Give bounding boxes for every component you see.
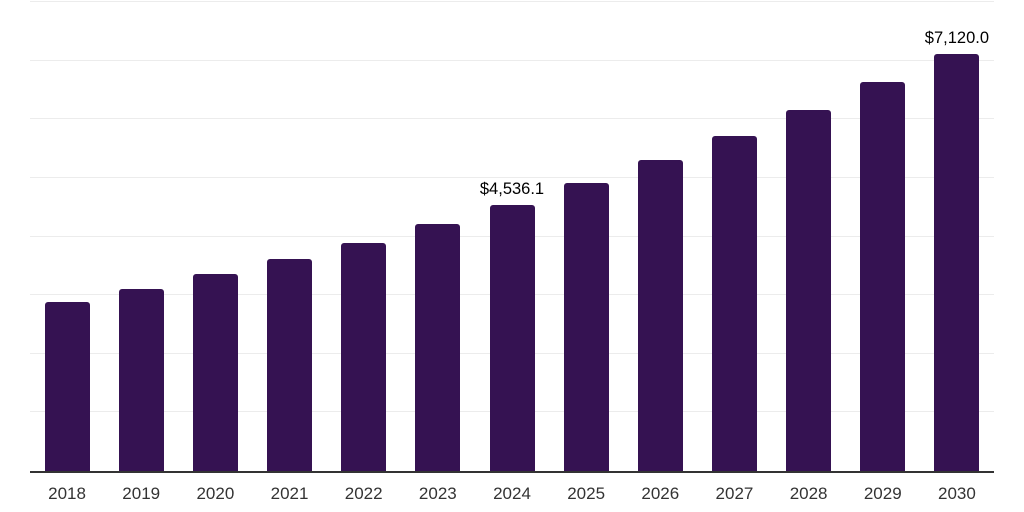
x-axis-label-2028: 2028 bbox=[789, 484, 828, 503]
x-axis-label-2029: 2029 bbox=[863, 484, 902, 503]
bar-2018[interactable] bbox=[44, 302, 90, 471]
x-axis-label-2021: 2021 bbox=[270, 484, 309, 503]
bar-2025[interactable] bbox=[563, 182, 609, 471]
bar-2030[interactable] bbox=[934, 53, 980, 471]
x-axis-label-2018: 2018 bbox=[48, 484, 86, 503]
bar-2022[interactable] bbox=[341, 242, 387, 471]
plot-area: $4,536.1 $7,120.0 bbox=[30, 1, 994, 473]
gridline bbox=[30, 176, 994, 178]
gridline bbox=[30, 118, 994, 120]
x-axis-line bbox=[30, 471, 994, 473]
x-axis-label-2019: 2019 bbox=[122, 484, 161, 503]
x-axis-label-2022: 2022 bbox=[344, 484, 383, 503]
x-axis-label-2025: 2025 bbox=[567, 484, 606, 503]
bar-2021[interactable] bbox=[267, 259, 313, 471]
x-axis-label-2027: 2027 bbox=[715, 484, 754, 503]
value-label-2024: $4,536.1 bbox=[479, 180, 545, 199]
bar-2024[interactable] bbox=[489, 205, 535, 471]
value-label-2030: $7,120.0 bbox=[924, 28, 990, 47]
gridline bbox=[30, 1, 994, 2]
bar-2020[interactable] bbox=[192, 274, 238, 471]
bar-2023[interactable] bbox=[415, 224, 461, 471]
bar-2028[interactable] bbox=[786, 110, 832, 471]
gridline bbox=[30, 59, 994, 61]
x-axis-label-2026: 2026 bbox=[641, 484, 680, 503]
x-axis-label-2024: 2024 bbox=[493, 484, 531, 503]
x-axis-label-2023: 2023 bbox=[418, 484, 457, 503]
bar-2029[interactable] bbox=[860, 81, 906, 471]
x-axis-label-2020: 2020 bbox=[196, 484, 235, 503]
bar-2026[interactable] bbox=[637, 160, 683, 471]
bar-2019[interactable] bbox=[118, 288, 164, 471]
x-axis-label-2030: 2030 bbox=[938, 484, 976, 503]
bar-2027[interactable] bbox=[711, 136, 757, 471]
